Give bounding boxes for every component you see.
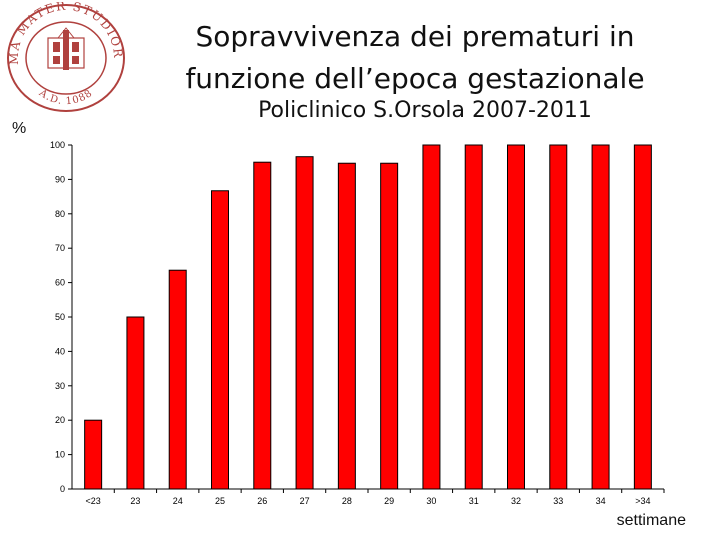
- bar: [633, 144, 652, 490]
- bar: [253, 161, 272, 490]
- y-tick-label: 60: [55, 278, 65, 288]
- bar: [126, 316, 145, 490]
- x-tick-label: 31: [469, 496, 479, 506]
- x-tick-label: 26: [257, 496, 267, 506]
- chart-subtitle: Policlinico S.Orsola 2007-2011: [258, 98, 592, 123]
- y-tick-label: 70: [55, 243, 65, 253]
- y-axis-label: %: [12, 120, 27, 137]
- x-tick-label: 33: [553, 496, 563, 506]
- y-tick-label: 20: [55, 415, 65, 425]
- bar: [380, 162, 399, 490]
- x-tick-label: 23: [130, 496, 140, 506]
- bar: [507, 144, 525, 490]
- x-tick-label: 32: [511, 496, 521, 506]
- bar: [591, 144, 610, 490]
- x-tick-label: 25: [215, 496, 225, 506]
- y-tick-label: 90: [55, 174, 65, 184]
- chart-title-line-1: Sopravvivenza dei prematuri in: [195, 20, 635, 53]
- bar: [422, 144, 441, 490]
- x-axis-label: settimane: [616, 512, 686, 529]
- x-tick-label: 29: [384, 496, 394, 506]
- bar: [211, 190, 229, 490]
- y-tick-label: 40: [55, 346, 65, 356]
- x-tick-label: 24: [173, 496, 183, 506]
- university-seal-logo: ALMA MATER STUDIORUM A.D. 1088: [4, 2, 125, 112]
- y-tick-label: 80: [55, 209, 65, 219]
- chart-title-line-2: funzione dell’epoca gestazionale: [185, 62, 645, 95]
- bar: [549, 144, 568, 490]
- bar: [84, 419, 103, 490]
- x-tick-label: 30: [426, 496, 436, 506]
- y-tick-label: 0: [60, 484, 65, 494]
- y-tick-label: 10: [55, 450, 65, 460]
- x-tick-label: <23: [86, 496, 101, 506]
- y-tick-label: 100: [50, 140, 65, 150]
- x-tick-label: >34: [635, 496, 650, 506]
- bar: [295, 156, 314, 490]
- bar: [337, 162, 356, 490]
- x-tick-label: 28: [342, 496, 352, 506]
- x-tick-label: 27: [300, 496, 310, 506]
- bar: [464, 144, 483, 490]
- y-tick-label: 50: [55, 312, 65, 322]
- bar: [168, 269, 187, 490]
- x-tick-label: 34: [596, 496, 606, 506]
- y-tick-label: 30: [55, 381, 65, 391]
- chart-title: Sopravvivenza dei prematuri in funzione …: [150, 16, 680, 100]
